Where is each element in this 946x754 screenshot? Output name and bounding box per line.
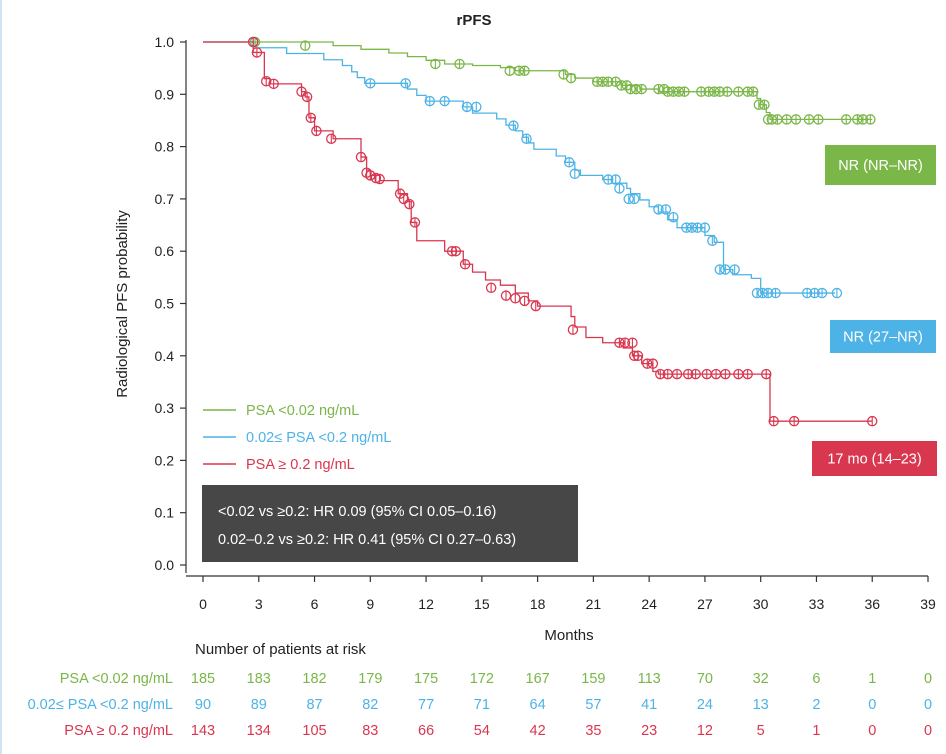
risk-table-title: Number of patients at risk	[195, 641, 366, 658]
y-tick-label: 0.4	[155, 348, 175, 364]
risk-row-label-2: 0.02≤ PSA <0.2 ng/mL	[28, 697, 173, 713]
risk-cell: 54	[474, 723, 490, 739]
x-axis-label: Months	[544, 627, 593, 644]
legend-label-3: PSA ≥ 0.2 ng/mL	[246, 457, 355, 473]
risk-cell: 0	[868, 697, 876, 713]
y-tick-label: 0.1	[155, 505, 175, 521]
risk-cell: 24	[697, 697, 713, 713]
risk-cell: 64	[530, 697, 546, 713]
x-tick-label: 33	[809, 596, 825, 612]
risk-cell: 90	[195, 697, 211, 713]
risk-cell: 71	[474, 697, 490, 713]
risk-cell: 159	[581, 671, 605, 687]
x-tick-label: 30	[753, 596, 769, 612]
risk-cell: 89	[251, 697, 267, 713]
risk-cell: 185	[191, 671, 215, 687]
x-tick-label: 24	[641, 596, 657, 612]
x-tick-label: 12	[418, 596, 434, 612]
risk-cell: 57	[585, 697, 601, 713]
median-labels: NR (NR–NR) NR (27–NR) 17 mo (14–23)	[812, 145, 937, 476]
risk-cell: 23	[641, 723, 657, 739]
hr-line-2: 0.02–0.2 vs ≥0.2: HR 0.41 (95% CI 0.27–0…	[218, 532, 516, 548]
x-tick-label: 39	[920, 596, 936, 612]
risk-cell: 167	[526, 671, 550, 687]
y-tick-label: 1.0	[155, 34, 175, 50]
risk-cell: 41	[641, 697, 657, 713]
x-tick-label: 9	[366, 596, 374, 612]
risk-cell: 0	[924, 697, 932, 713]
median-box-1	[825, 145, 936, 185]
x-tick-label: 0	[199, 596, 207, 612]
hr-box-background	[202, 485, 578, 562]
risk-cell: 113	[638, 671, 661, 687]
median-label-1: NR (NR–NR)	[838, 158, 923, 174]
y-tick-label: 0.2	[155, 452, 175, 468]
left-edge-line	[0, 0, 2, 754]
risk-cell: 1	[868, 671, 876, 687]
y-tick-label: 0.9	[155, 86, 175, 102]
risk-cell: 70	[697, 671, 713, 687]
risk-cell: 143	[191, 723, 215, 739]
risk-cell: 0	[924, 671, 932, 687]
x-tick-label: 36	[864, 596, 880, 612]
risk-cell: 179	[358, 671, 382, 687]
risk-cell: 12	[697, 723, 713, 739]
chart-title: rPFS	[456, 12, 491, 29]
risk-cell: 172	[470, 671, 494, 687]
risk-cell: 82	[362, 697, 378, 713]
risk-cell: 32	[753, 671, 769, 687]
y-tick-label: 0.8	[155, 139, 175, 155]
y-tick-label: 0.5	[155, 296, 175, 312]
x-tick-label: 18	[530, 596, 546, 612]
x-tick-label: 3	[255, 596, 263, 612]
y-tick-label: 0.0	[155, 557, 175, 573]
risk-cell: 5	[757, 723, 765, 739]
legend: PSA <0.02 ng/mL 0.02≤ PSA <0.2 ng/mL PSA ≥…	[203, 403, 391, 473]
median-box-2	[830, 320, 936, 353]
risk-cell: 77	[418, 697, 434, 713]
risk-cell: 1	[812, 723, 820, 739]
legend-label-1: PSA <0.02 ng/mL	[246, 403, 359, 419]
risk-cell: 183	[247, 671, 271, 687]
risk-cell: 0	[924, 723, 932, 739]
x-tick-label: 15	[474, 596, 490, 612]
legend-label-2: 0.02≤ PSA <0.2 ng/mL	[246, 430, 391, 446]
risk-row-label-3: PSA ≥ 0.2 ng/mL	[64, 723, 173, 739]
risk-cell: 66	[418, 723, 434, 739]
hr-line-1: <0.02 vs ≥0.2: HR 0.09 (95% CI 0.05–0.16…	[218, 504, 496, 520]
median-label-3: 17 mo (14–23)	[827, 452, 921, 468]
y-tick-label: 0.7	[155, 191, 175, 207]
risk-cell: 6	[812, 671, 820, 687]
x-tick-label: 21	[586, 596, 602, 612]
hazard-ratio-box: <0.02 vs ≥0.2: HR 0.09 (95% CI 0.05–0.16…	[202, 485, 578, 562]
risk-cell: 13	[753, 697, 769, 713]
risk-cell: 175	[414, 671, 438, 687]
risk-cell: 105	[302, 723, 326, 739]
risk-cell: 87	[306, 697, 322, 713]
median-label-2: NR (27–NR)	[843, 330, 923, 346]
axes: 0.00.10.20.30.40.50.60.70.80.91.00 3 6 9 12 1…	[155, 34, 936, 612]
risk-cell: 0	[868, 723, 876, 739]
risk-cell: 35	[585, 723, 601, 739]
y-tick-label: 0.3	[155, 400, 175, 416]
curve-series-1	[203, 41, 873, 121]
risk-cell: 83	[362, 723, 378, 739]
censor-marks	[247, 36, 878, 427]
risk-row-label-1: PSA <0.02 ng/mL	[60, 671, 173, 687]
risk-cell: 42	[530, 723, 546, 739]
risk-cell: 134	[247, 723, 271, 739]
x-tick-label: 6	[311, 596, 319, 612]
risk-cell: 182	[302, 671, 326, 687]
x-tick-label: 27	[697, 596, 713, 612]
median-box-3	[812, 441, 937, 476]
curve-series-2	[203, 41, 836, 294]
y-tick-label: 0.6	[155, 243, 175, 259]
y-axis-label: Radiological PFS probability	[114, 210, 131, 398]
risk-cell: 2	[812, 697, 820, 713]
risk-table: PSA <0.02 ng/mL 185 183 182 179 175 172 167 159 1…	[28, 671, 932, 739]
